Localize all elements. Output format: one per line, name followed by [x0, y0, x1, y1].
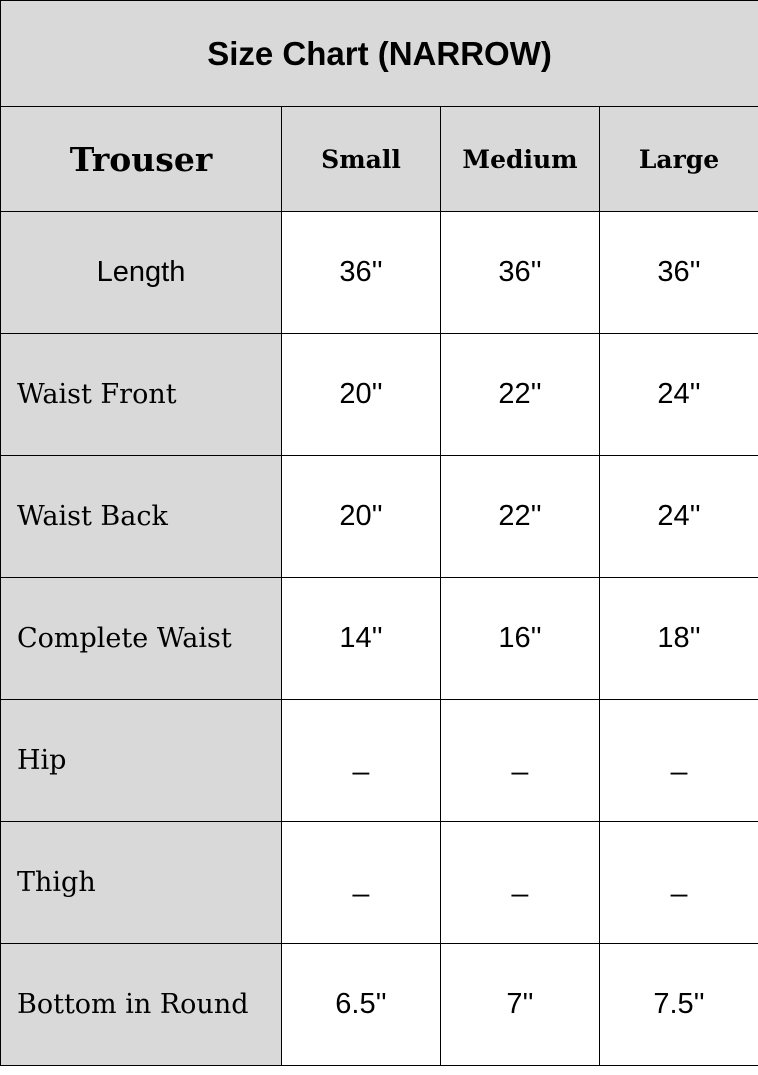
size-value: _	[440, 821, 600, 944]
size-value: 36''	[598, 211, 758, 334]
row-label: Bottom in Round	[0, 943, 282, 1066]
size-value: 16''	[440, 577, 600, 700]
size-value: 6.5''	[281, 943, 441, 1066]
size-value: 22''	[440, 333, 600, 456]
header-medium: Medium	[440, 106, 600, 212]
row-label: Length	[0, 211, 282, 334]
size-value: 18''	[598, 577, 758, 700]
table-row: Hip _ _ _	[0, 699, 758, 822]
table-row: Thigh _ _ _	[0, 821, 758, 944]
size-value: 14''	[281, 577, 441, 700]
table-row: Length 36'' 36'' 36''	[0, 211, 758, 334]
row-label: Waist Front	[0, 333, 282, 456]
size-value: 36''	[440, 211, 600, 334]
size-value: 22''	[440, 455, 600, 578]
size-value: _	[598, 699, 758, 822]
size-value: _	[281, 821, 441, 944]
row-label: Thigh	[0, 821, 282, 944]
size-value: 20''	[281, 455, 441, 578]
table-row: Complete Waist 14'' 16'' 18''	[0, 577, 758, 700]
table-row: Bottom in Round 6.5'' 7'' 7.5''	[0, 943, 758, 1066]
row-label: Hip	[0, 699, 282, 822]
size-value: _	[440, 699, 600, 822]
header-small: Small	[281, 106, 441, 212]
size-value: _	[598, 821, 758, 944]
table-title: Size Chart (NARROW)	[0, 0, 758, 107]
size-value: 24''	[598, 333, 758, 456]
row-label: Waist Back	[0, 455, 282, 578]
table-row: Waist Front 20'' 22'' 24''	[0, 333, 758, 456]
header-category: Trouser	[0, 106, 282, 212]
header-large: Large	[598, 106, 758, 212]
row-label: Complete Waist	[0, 577, 282, 700]
size-value: 24''	[598, 455, 758, 578]
size-value: _	[281, 699, 441, 822]
size-value: 7''	[440, 943, 600, 1066]
size-value: 20''	[281, 333, 441, 456]
size-value: 36''	[281, 211, 441, 334]
size-value: 7.5''	[598, 943, 758, 1066]
table-row: Waist Back 20'' 22'' 24''	[0, 455, 758, 578]
